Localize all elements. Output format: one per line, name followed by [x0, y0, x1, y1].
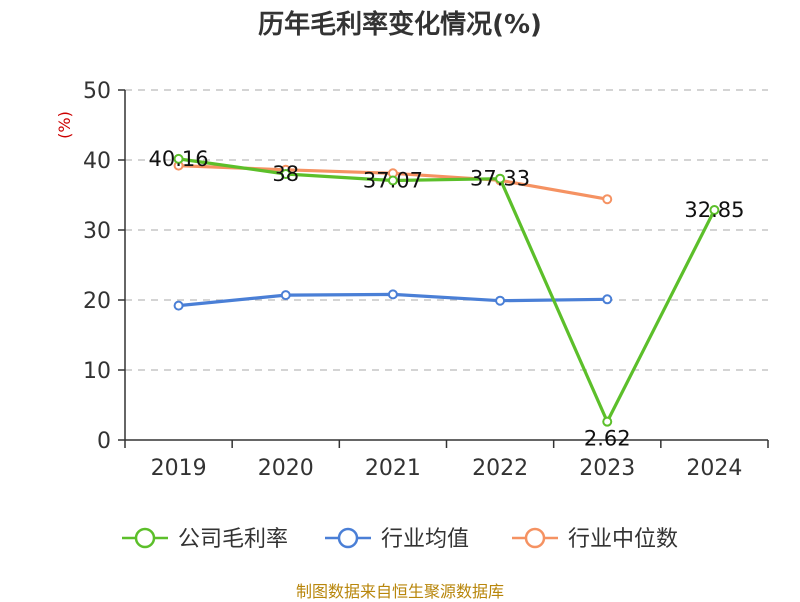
legend[interactable]: 公司毛利率 行业均值 行业中位数: [122, 527, 678, 552]
y-tick-label: 30: [83, 219, 111, 244]
legend-marker: [134, 527, 156, 549]
data-point: [602, 194, 613, 205]
data-point: [173, 300, 184, 311]
y-tick-label: 50: [83, 79, 111, 104]
data-label: 37.07: [363, 169, 423, 193]
data-point: [709, 205, 720, 216]
data-point: [387, 289, 398, 300]
data-point: [173, 153, 184, 164]
x-tick-label: 2022: [472, 456, 528, 481]
data-point: [495, 173, 506, 184]
legend-label: 行业均值: [381, 527, 469, 552]
source-note: 制图数据来自恒生聚源数据库: [295, 582, 504, 601]
y-tick-label: 10: [83, 359, 111, 384]
series-lines: [173, 153, 720, 427]
data-labels: 40.16 38 37.07 37.33 2.62 32.85: [149, 147, 745, 451]
y-tick-label: 20: [83, 289, 111, 314]
data-label: 40.16: [149, 147, 209, 171]
data-point: [602, 416, 613, 427]
legend-marker: [337, 527, 359, 549]
data-label: 38: [272, 162, 299, 186]
data-point: [387, 175, 398, 186]
x-tick-label: 2021: [365, 456, 421, 481]
x-tick-label: 2019: [151, 456, 207, 481]
legend-item-0[interactable]: 公司毛利率: [122, 527, 288, 552]
y-tick-label: 0: [97, 429, 111, 454]
data-point: [602, 294, 613, 305]
legend-label: 公司毛利率: [178, 527, 288, 552]
x-tick-label: 2024: [686, 456, 742, 481]
data-point: [280, 169, 291, 179]
data-label: 37.33: [470, 167, 530, 191]
legend-item-1[interactable]: 行业均值: [325, 527, 469, 552]
grid-lines: [125, 89, 768, 371]
legend-marker: [524, 527, 546, 549]
x-tick-label: 2020: [258, 456, 314, 481]
legend-label: 行业中位数: [568, 527, 678, 552]
data-point: [280, 290, 291, 301]
data-point: [495, 295, 506, 306]
series-line-0: [178, 157, 716, 424]
legend-item-2[interactable]: 行业中位数: [512, 527, 678, 552]
axes: (%) 0 10 20 30 40 50 2019 2020 2021 2022 2023 2024: [55, 79, 769, 481]
y-tick-label: 40: [83, 149, 111, 174]
y-axis-unit-label: (%): [55, 111, 74, 139]
data-label: 2.62: [584, 427, 631, 451]
data-label: 32.85: [684, 198, 744, 222]
chart-title: 历年毛利率变化情况(%): [258, 10, 542, 40]
x-tick-label: 2023: [579, 456, 635, 481]
